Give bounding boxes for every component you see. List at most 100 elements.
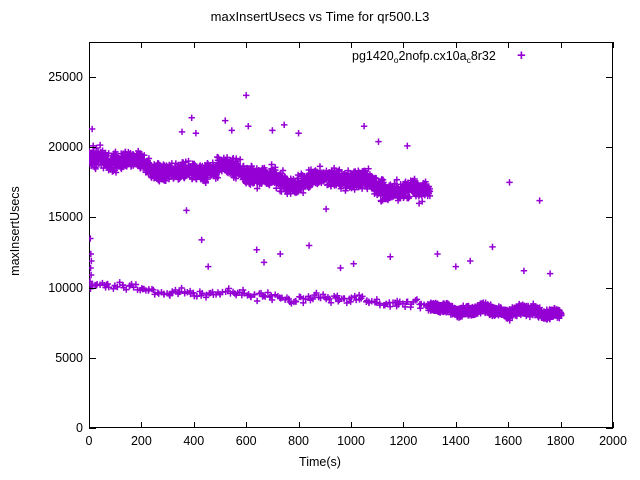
data-point-marker — [313, 289, 320, 297]
x-tick-label: 200 — [130, 434, 152, 448]
data-point-marker — [434, 250, 441, 258]
data-point-marker — [190, 289, 197, 296]
data-point-marker — [264, 289, 272, 296]
axis-tick-mark — [351, 42, 352, 48]
data-point-marker — [236, 156, 244, 163]
legend: pg1420o2nofp.cx10ac8r32 + — [352, 48, 543, 65]
axis-tick-mark — [560, 422, 562, 428]
data-point-marker — [292, 298, 300, 305]
axis-tick-mark — [455, 42, 457, 48]
data-point-marker — [253, 185, 261, 192]
axis-tick-mark — [298, 42, 300, 48]
data-point-marker — [452, 263, 459, 270]
data-point-marker — [383, 300, 390, 308]
x-tick-label: 1400 — [441, 434, 470, 448]
data-point-marker — [102, 151, 109, 159]
x-tick-label: 1600 — [494, 434, 523, 448]
data-point-marker — [309, 295, 317, 303]
axis-tick-mark — [298, 422, 300, 428]
data-point-marker — [178, 284, 185, 292]
data-point-marker — [344, 167, 352, 174]
data-point-marker — [334, 292, 341, 299]
data-point-marker — [316, 163, 324, 170]
data-point-marker — [415, 200, 423, 207]
data-point-marker — [253, 297, 261, 305]
y-tick-label: 20000 — [48, 140, 83, 155]
data-point-marker — [412, 297, 419, 304]
data-point-marker — [89, 125, 96, 133]
chart-title: maxInsertUsecs vs Time for qr500.L3 — [210, 9, 430, 24]
data-point-marker — [112, 169, 120, 176]
y-tick-label: 15000 — [48, 210, 83, 225]
data-point-marker — [393, 176, 401, 183]
data-point-marker — [162, 177, 169, 184]
data-point-marker — [105, 283, 113, 291]
data-point-marker — [114, 283, 121, 291]
x-axis-label: Time(s) — [299, 455, 341, 469]
data-point-marker — [376, 300, 383, 307]
data-point-marker — [167, 163, 175, 170]
data-point-marker — [391, 180, 399, 187]
data-point-marker — [373, 296, 381, 303]
data-point-marker — [536, 197, 543, 204]
data-point-marker — [222, 117, 229, 124]
axis-tick-mark — [606, 77, 613, 79]
data-point-marker — [198, 236, 205, 244]
axis-tick-mark — [508, 422, 510, 428]
axis-tick-mark — [455, 422, 457, 428]
data-point-marker — [404, 142, 411, 150]
data-point-marker — [192, 130, 200, 137]
data-point-marker — [417, 305, 424, 312]
data-point-marker — [243, 92, 250, 99]
data-point-marker — [225, 285, 232, 292]
data-point-marker — [343, 299, 351, 307]
data-point-marker — [405, 195, 412, 202]
y-axis-label: maxInsertUsecs — [8, 186, 22, 276]
data-point-marker — [404, 298, 411, 305]
data-point-marker — [89, 257, 95, 265]
x-tick-label: 400 — [183, 434, 205, 448]
data-point-marker — [253, 246, 260, 253]
data-point-marker — [305, 182, 312, 189]
data-point-marker — [273, 185, 280, 192]
data-point-marker — [425, 187, 432, 194]
axis-tick-mark — [193, 42, 195, 48]
data-point-marker — [546, 270, 554, 277]
x-tick-label: 1200 — [389, 434, 418, 448]
data-point-marker — [348, 294, 355, 301]
data-point-marker — [245, 123, 252, 130]
data-point-marker — [399, 300, 407, 307]
data-point-marker — [183, 207, 190, 214]
data-point-marker — [247, 293, 255, 301]
axis-tick-mark — [89, 147, 96, 149]
axis-tick-mark — [141, 42, 143, 48]
data-point-marker — [358, 295, 365, 302]
axis-tick-mark — [508, 42, 510, 48]
axis-tick-mark — [403, 42, 405, 48]
axis-tick-mark — [89, 357, 96, 359]
x-tick-label: 600 — [235, 434, 257, 448]
y-tick-label: 5000 — [55, 350, 83, 365]
data-point-marker — [123, 286, 130, 293]
data-point-marker — [228, 127, 235, 134]
data-point-marker — [204, 174, 211, 181]
data-point-marker — [322, 205, 330, 213]
data-point-marker — [336, 166, 343, 173]
data-point-marker — [327, 299, 335, 306]
data-point-marker — [387, 253, 394, 260]
axis-tick-mark — [613, 422, 614, 428]
axis-tick-mark — [193, 422, 195, 428]
axis-tick-mark — [141, 422, 143, 428]
data-point-marker — [422, 178, 429, 185]
data-point-marker — [199, 290, 206, 297]
x-tick-label: 1000 — [337, 434, 365, 448]
y-tick-label: 10000 — [48, 280, 83, 295]
x-tick-label: 0 — [85, 434, 93, 448]
data-point-marker — [214, 174, 221, 181]
axis-tick-mark — [89, 42, 90, 48]
data-point-marker — [276, 187, 284, 195]
data-point-marker — [351, 292, 358, 300]
data-point-marker — [280, 121, 288, 129]
data-point-marker — [360, 123, 368, 130]
